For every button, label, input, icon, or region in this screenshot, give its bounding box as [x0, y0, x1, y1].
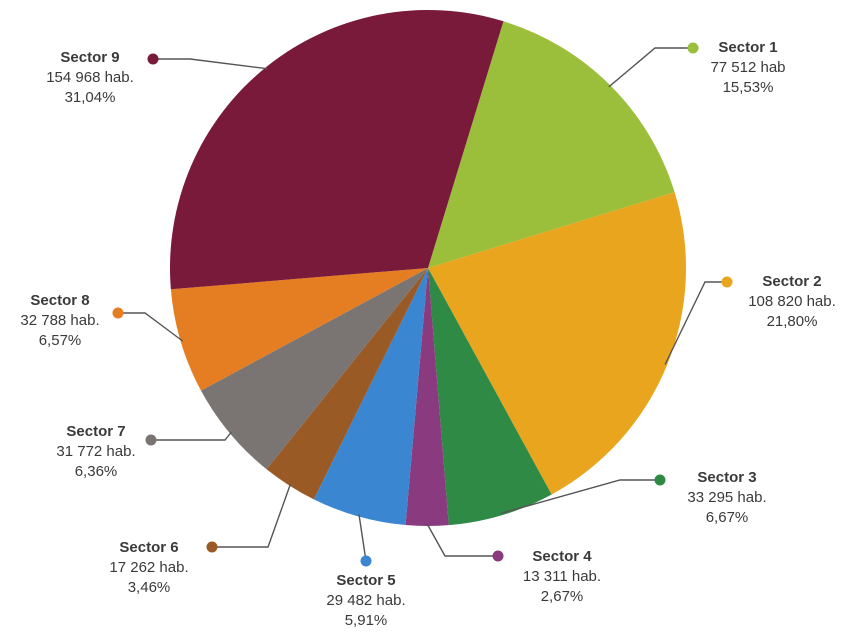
- pie-slice-sector-4: [405, 268, 449, 526]
- slice-label-percent-sector-4: 2,67%: [541, 588, 584, 605]
- slice-label-population-sector-3: 33 295 hab.: [687, 489, 766, 506]
- slice-label-population-sector-9: 154 968 hab.: [46, 69, 134, 86]
- pie-slice-sector-9: [169, 9, 504, 290]
- leader-line-sector-7: [151, 431, 232, 441]
- leader-dot-sector-4: [492, 550, 504, 562]
- leader-dot-sector-1: [687, 42, 699, 54]
- slice-label-percent-sector-2: 21,80%: [767, 313, 818, 330]
- leader-dot-sector-7: [145, 434, 157, 446]
- leader-lines: [112, 42, 733, 567]
- leader-dot-sector-6: [206, 541, 218, 553]
- leader-line-sector-5: [358, 514, 367, 562]
- slice-label-name-sector-8: Sector 8: [30, 292, 89, 309]
- leader-dot-sector-2: [721, 276, 733, 288]
- slice-label-name-sector-7: Sector 7: [66, 423, 125, 440]
- leader-line-sector-3: [501, 479, 660, 514]
- slice-label-population-sector-2: 108 820 hab.: [748, 293, 836, 310]
- leader-line-sector-9: [153, 58, 268, 70]
- slice-label-name-sector-9: Sector 9: [60, 49, 119, 66]
- slice-label-population-sector-7: 31 772 hab.: [56, 443, 135, 460]
- slice-label-name-sector-2: Sector 2: [762, 273, 821, 290]
- leader-line-sector-8: [118, 312, 184, 342]
- slice-label-population-sector-8: 32 788 hab.: [20, 312, 99, 329]
- slice-label-percent-sector-9: 31,04%: [65, 89, 116, 106]
- slice-label-population-sector-6: 17 262 hab.: [109, 559, 188, 576]
- leader-line-sector-6: [212, 483, 292, 548]
- pie-slice-sector-5: [313, 268, 428, 526]
- leader-line-sector-2: [664, 281, 727, 365]
- pie-slice-sector-6: [266, 268, 428, 500]
- pie-slice-sector-8: [170, 268, 428, 391]
- slice-label-percent-sector-3: 6,67%: [706, 509, 749, 526]
- leader-dot-sector-8: [112, 307, 124, 319]
- pie-slice-sector-7: [201, 268, 428, 470]
- slice-label-population-sector-1: 77 512 hab: [710, 59, 785, 76]
- slice-label-percent-sector-7: 6,36%: [75, 463, 118, 480]
- leader-dot-sector-5: [360, 555, 372, 567]
- slice-label-percent-sector-6: 3,46%: [128, 579, 171, 596]
- slice-label-population-sector-4: 13 311 hab.: [523, 568, 601, 585]
- pie-slice-sector-2: [428, 192, 686, 495]
- slice-label-population-sector-5: 29 482 hab.: [326, 592, 405, 609]
- pie-slice-sector-3: [428, 268, 552, 526]
- leader-dot-sector-9: [147, 53, 159, 65]
- slice-label-name-sector-1: Sector 1: [718, 39, 777, 56]
- slice-label-percent-sector-8: 6,57%: [39, 332, 82, 349]
- slice-label-percent-sector-5: 5,91%: [345, 612, 388, 629]
- leader-line-sector-1: [608, 47, 693, 88]
- slice-label-name-sector-6: Sector 6: [119, 539, 178, 556]
- pie-slice-sector-1: [428, 21, 675, 268]
- leader-line-sector-4: [426, 523, 498, 557]
- pie-slices: [169, 9, 686, 526]
- slice-label-percent-sector-1: 15,53%: [723, 79, 774, 96]
- slice-label-name-sector-5: Sector 5: [336, 572, 395, 589]
- slice-label-name-sector-3: Sector 3: [697, 469, 756, 486]
- slice-labels: Sector 1 77 512 hab 15,53% Sector 2 108 820 …: [20, 39, 835, 629]
- slice-label-name-sector-4: Sector 4: [532, 548, 592, 565]
- leader-dot-sector-3: [654, 474, 666, 486]
